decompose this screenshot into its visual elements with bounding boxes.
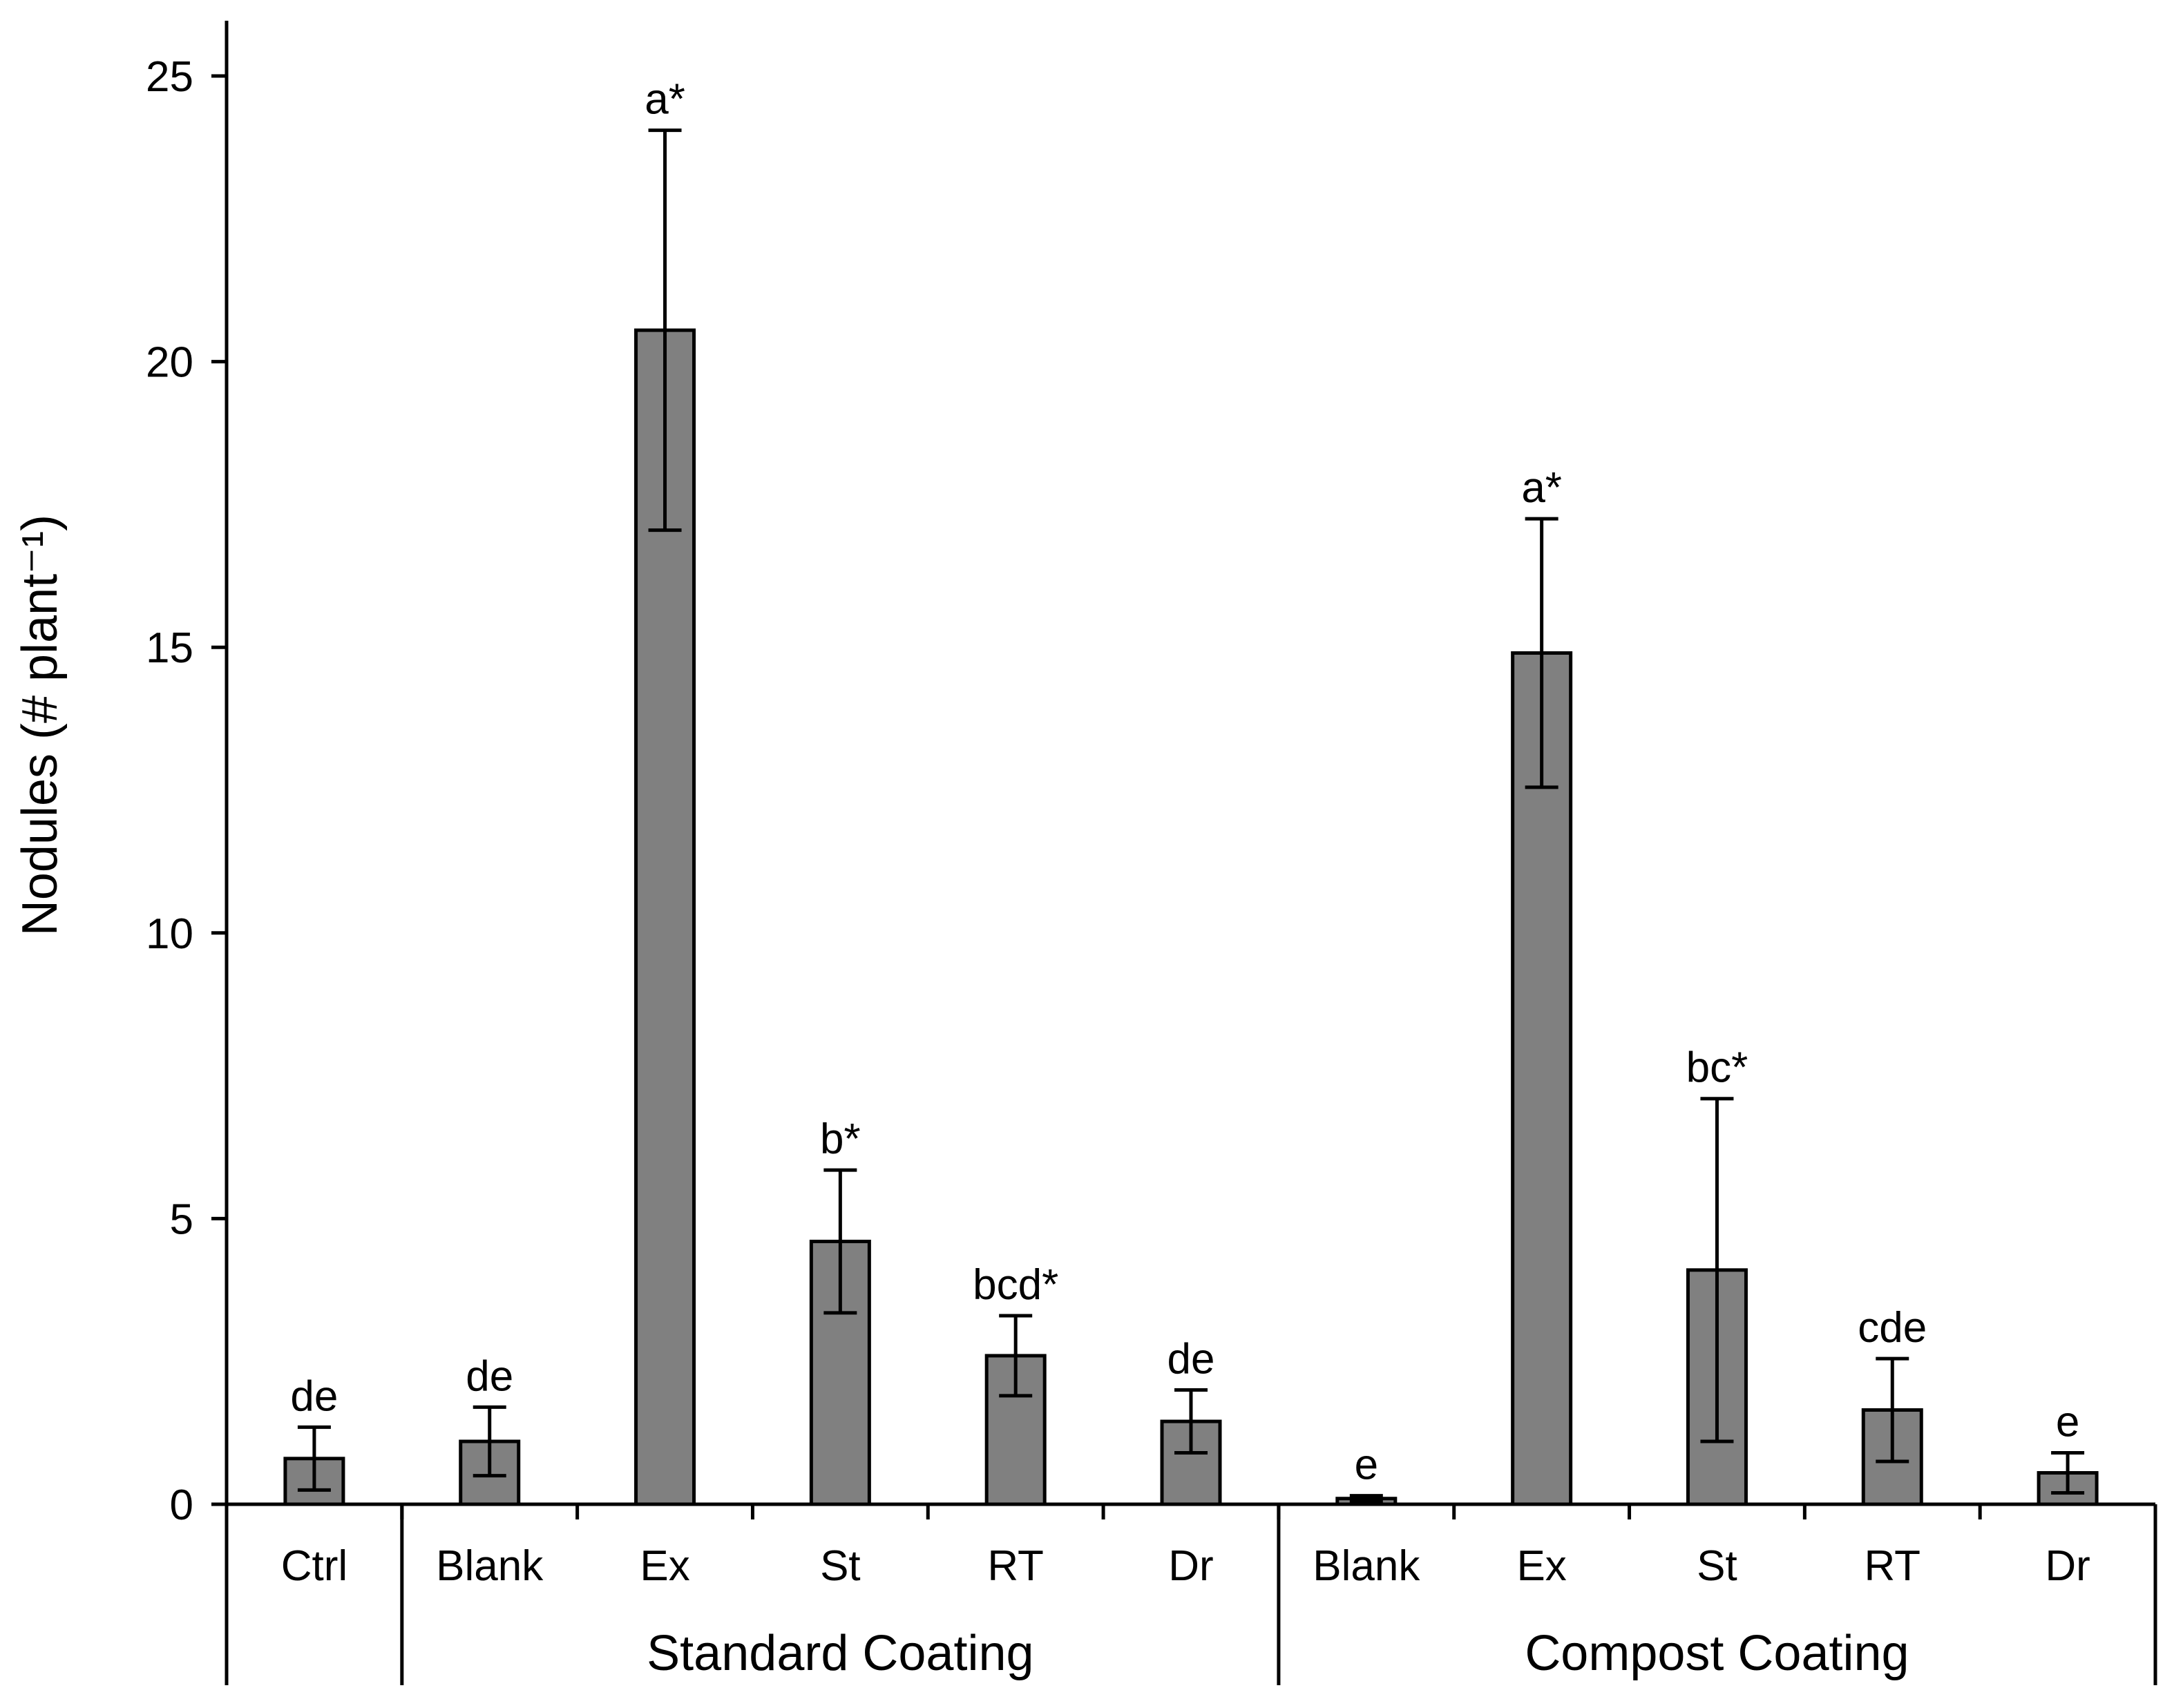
error-bar [297, 1425, 331, 1492]
error-bar [2051, 1451, 2085, 1495]
significance-label: a* [1521, 464, 1562, 512]
error-bar [648, 128, 682, 532]
x-tick-label: RT [1865, 1542, 1921, 1590]
x-tick-label: Ctrl [281, 1542, 347, 1590]
significance-label: de [290, 1372, 338, 1420]
y-axis: 0 5 10 15 20 25 [146, 21, 229, 1529]
x-tick-label: St [820, 1542, 861, 1590]
y-axis-label: Nodules (# plant⁻¹) [12, 515, 68, 936]
y-tick-label: 10 [146, 910, 193, 958]
x-tick-label: Dr [2045, 1542, 2090, 1590]
x-tick-label: Blank [1313, 1542, 1420, 1590]
significance-label: b* [820, 1115, 861, 1163]
error-bar [1349, 1494, 1383, 1504]
significance-label: cde [1858, 1304, 1927, 1352]
significance-label: e [2056, 1399, 2079, 1446]
y-tick-label: 20 [146, 339, 193, 387]
significance-label: bcd* [973, 1261, 1058, 1309]
x-tick-label: RT [987, 1542, 1044, 1590]
significance-label: de [1167, 1336, 1215, 1383]
error-bar [1700, 1097, 1734, 1443]
bars: de de a* b* bcd* de e a* bc* cde e [283, 76, 2099, 1506]
x-axis: Ctrl Blank Ex St RT Dr Blank Ex St RT Dr Standard C… [225, 1502, 2157, 1685]
group-label: Compost Coating [1525, 1626, 1909, 1681]
x-tick-label: Dr [1168, 1542, 1213, 1590]
x-tick-label: Ex [640, 1542, 689, 1590]
error-bar [1876, 1356, 1909, 1464]
y-tick-label: 5 [170, 1196, 193, 1243]
significance-label: a* [645, 76, 685, 124]
x-tick-label: Ex [1516, 1542, 1566, 1590]
error-bar [823, 1168, 857, 1315]
y-tick-label: 0 [170, 1481, 193, 1529]
group-label: Standard Coating [647, 1626, 1033, 1681]
y-tick-label: 15 [146, 624, 193, 672]
x-tick-label: St [1697, 1542, 1737, 1590]
x-tick-label: Blank [436, 1542, 544, 1590]
error-bar [999, 1314, 1033, 1398]
y-tick-label: 25 [146, 53, 193, 101]
error-bar [473, 1405, 506, 1478]
error-bar [1174, 1388, 1208, 1455]
significance-label: bc* [1686, 1044, 1748, 1092]
significance-label: e [1355, 1441, 1378, 1489]
significance-label: de [466, 1352, 513, 1400]
error-bar [1525, 517, 1558, 789]
